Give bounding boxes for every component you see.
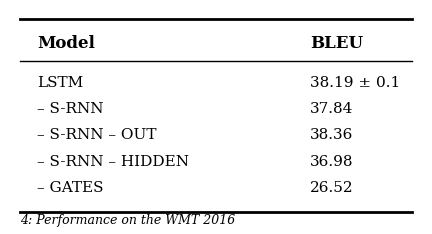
Text: 38.36: 38.36 bbox=[310, 128, 353, 142]
Text: Model: Model bbox=[37, 35, 95, 52]
Text: 38.19 ± 0.1: 38.19 ± 0.1 bbox=[310, 76, 400, 90]
Text: 26.52: 26.52 bbox=[310, 181, 353, 195]
Text: – S-RNN – HIDDEN: – S-RNN – HIDDEN bbox=[37, 154, 189, 168]
Text: – GATES: – GATES bbox=[37, 181, 103, 195]
Text: – S-RNN: – S-RNN bbox=[37, 102, 103, 116]
Text: 37.84: 37.84 bbox=[310, 102, 353, 116]
Text: 4: Performance on the WMT 2016: 4: Performance on the WMT 2016 bbox=[20, 214, 235, 227]
Text: 36.98: 36.98 bbox=[310, 154, 353, 168]
Text: BLEU: BLEU bbox=[310, 35, 363, 52]
Text: – S-RNN – OUT: – S-RNN – OUT bbox=[37, 128, 156, 142]
Text: LSTM: LSTM bbox=[37, 76, 83, 90]
